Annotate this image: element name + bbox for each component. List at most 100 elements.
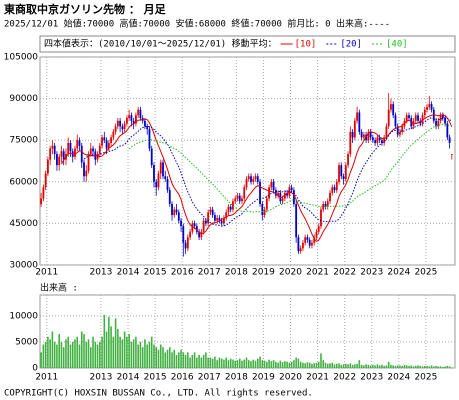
volume-bar: [216, 360, 218, 368]
candle-body: [401, 126, 404, 132]
volume-bar: [426, 365, 428, 368]
candle-body: [347, 154, 349, 166]
volume-bar: [349, 363, 352, 368]
candle-body: [270, 181, 273, 188]
candle-body: [80, 145, 83, 163]
candle-body: [358, 112, 361, 132]
candle-body: [125, 118, 128, 124]
candle-body: [362, 134, 365, 138]
y-tick-label: 105000: [4, 53, 39, 63]
candle-body: [107, 142, 110, 149]
candle-body: [225, 212, 228, 218]
volume-bar: [209, 357, 212, 368]
x-tick-label: 2022: [333, 268, 356, 278]
volume-bar: [245, 357, 248, 368]
volume-bar: [223, 359, 225, 368]
volume-bar: [42, 344, 45, 368]
candle-body: [333, 187, 336, 191]
volume-bar: [65, 339, 67, 368]
volume-bar: [101, 336, 103, 368]
candle-body: [261, 203, 264, 216]
candle-body: [315, 231, 318, 238]
candle-body: [216, 217, 219, 221]
candle-body: [98, 145, 101, 155]
x-tick-label: 2021: [306, 268, 329, 278]
volume-bar: [363, 365, 365, 368]
volume-bar: [211, 358, 214, 368]
x-tick-label: 2019: [252, 268, 275, 278]
candle-body: [112, 131, 115, 138]
volume-bar: [390, 364, 392, 368]
candle-body: [96, 154, 99, 160]
volume-bar: [403, 364, 406, 368]
volume-bar: [205, 352, 207, 368]
candle-body: [394, 115, 397, 127]
candle-body: [229, 206, 232, 210]
volume-bar: [44, 341, 47, 368]
volume-bar: [446, 365, 449, 368]
candle-body: [184, 242, 187, 249]
candle-body: [157, 173, 160, 188]
candle-body: [281, 198, 284, 202]
volume-bar: [243, 359, 246, 368]
volume-bar: [87, 339, 90, 368]
volume-bar: [117, 328, 119, 368]
candle-body: [371, 137, 374, 141]
candle-body: [256, 176, 259, 182]
candle-body: [227, 206, 230, 213]
candle-body: [283, 192, 286, 199]
volume-bar: [320, 353, 322, 368]
x-tick-label: 2016: [171, 373, 194, 383]
volume-bar: [254, 360, 257, 368]
volume-bar: [256, 358, 259, 368]
volume-bar: [279, 360, 282, 368]
volume-bar: [335, 363, 338, 368]
candle-body: [288, 187, 291, 196]
volume-bar: [284, 361, 286, 368]
candle-body: [335, 181, 338, 191]
volume-bar: [408, 365, 410, 368]
volume-bar: [128, 334, 130, 368]
candle-body: [105, 140, 108, 149]
volume-bar: [261, 360, 264, 368]
candle-body: [444, 118, 447, 124]
volume-bar: [266, 361, 268, 368]
candle-body: [175, 209, 178, 213]
candle-body: [191, 223, 194, 232]
candle-body: [326, 201, 329, 207]
candle-body: [250, 176, 252, 182]
candle-body: [360, 131, 363, 138]
volume-bar: [162, 347, 164, 368]
volume-bar: [148, 341, 151, 368]
volume-bar: [76, 336, 79, 368]
volume-bar: [428, 366, 431, 368]
candle-body: [265, 198, 268, 210]
volume-bar: [360, 364, 363, 368]
volume-bar: [105, 331, 108, 368]
volume-bar: [399, 365, 401, 368]
volume-bar: [263, 360, 266, 368]
volume-bar: [96, 344, 99, 368]
volume-bar: [47, 336, 49, 368]
volume-bar: [218, 357, 221, 368]
volume-bar: [236, 360, 239, 368]
volume-bar: [94, 341, 97, 368]
x-tick-label: 2016: [171, 268, 194, 278]
volume-bar: [442, 366, 444, 368]
volume-bar: [365, 364, 367, 368]
volume-bar: [157, 349, 160, 368]
volume-bar: [259, 356, 261, 368]
candle-body: [162, 162, 164, 177]
candle-body: [308, 240, 311, 246]
candle-body: [302, 242, 304, 249]
y-tick-label: 90000: [9, 94, 38, 104]
volume-bar: [99, 341, 101, 368]
candle-body: [198, 231, 201, 238]
volume-bar: [238, 358, 241, 368]
candle-body: [92, 148, 94, 152]
volume-bar: [139, 341, 142, 368]
candle-body: [220, 220, 223, 224]
candle-body: [272, 181, 275, 191]
candle-body: [121, 126, 124, 130]
candle-body: [164, 176, 167, 180]
